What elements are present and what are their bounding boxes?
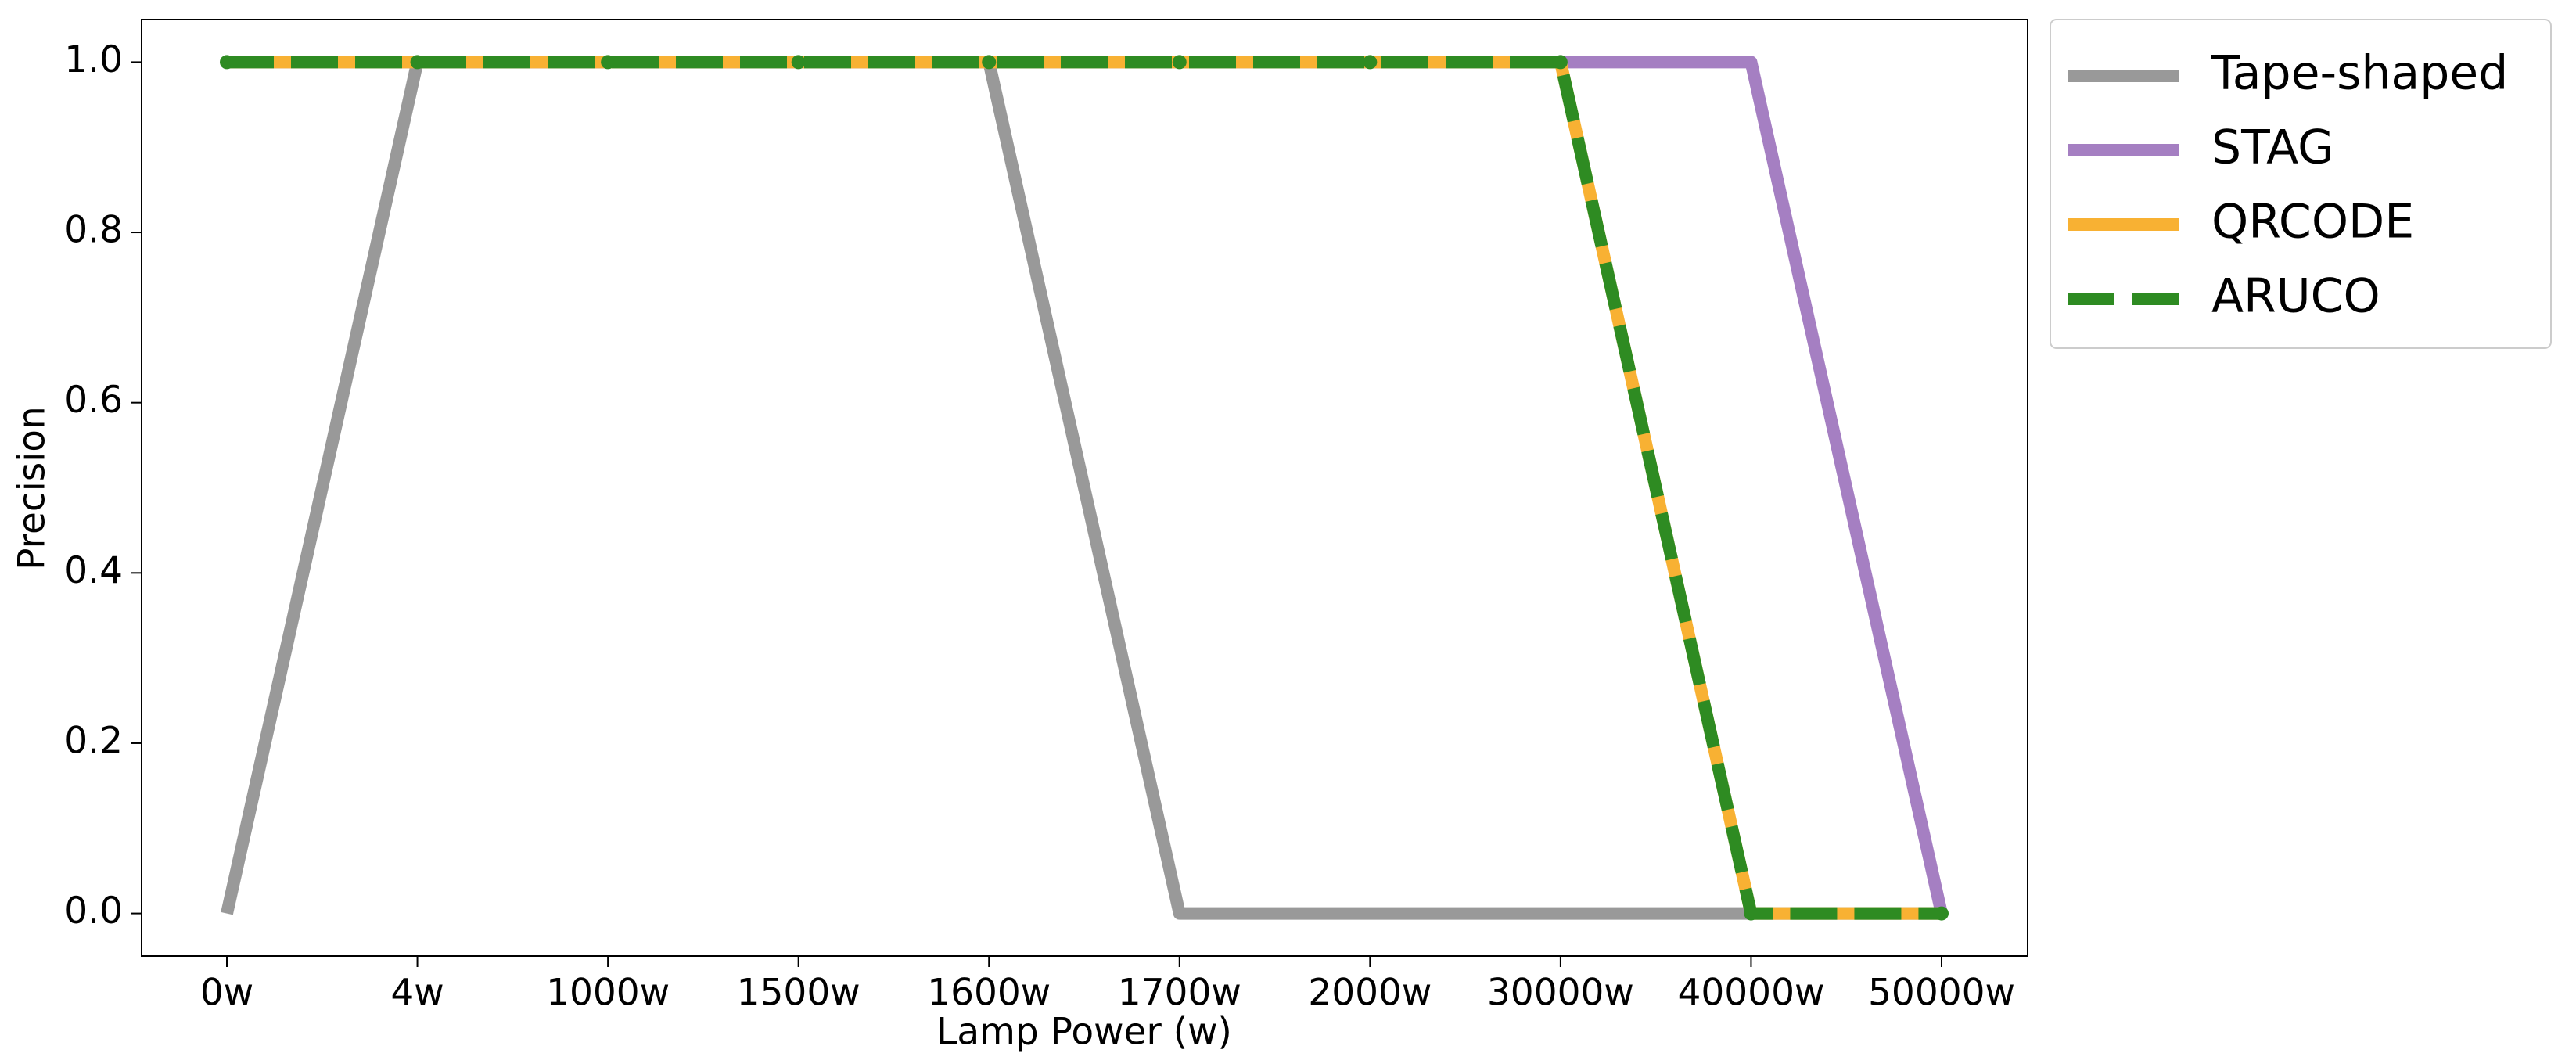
x-tick-label: 1000w: [546, 972, 670, 1015]
y-axis-label: Precision: [11, 406, 54, 570]
legend-label: Tape-shaped: [2211, 46, 2508, 101]
series-line: [227, 56, 1942, 920]
y-tick-label: 1.0: [64, 38, 123, 81]
legend: Tape-shaped STAG QRCODE ARUCO: [2050, 19, 2552, 349]
legend-label: QRCODE: [2211, 195, 2414, 250]
point: [1172, 55, 1187, 70]
y-tick-label: 0.2: [64, 719, 123, 762]
point: [1935, 906, 1949, 921]
x-tick-label: 1600w: [927, 972, 1051, 1015]
point: [1744, 906, 1759, 921]
x-tick-label: 2000w: [1308, 972, 1432, 1015]
x-tick-label: 30000w: [1487, 972, 1634, 1015]
y-tick-label: 0.0: [64, 890, 123, 933]
point: [410, 55, 425, 70]
point: [791, 55, 806, 70]
x-tick-label: 50000w: [1868, 972, 2015, 1015]
point: [1363, 55, 1378, 70]
legend-box: [2050, 19, 2552, 349]
x-tick-label: 1700w: [1118, 972, 1241, 1015]
y-tick-label: 0.8: [64, 209, 123, 252]
x-tick-label: 1500w: [737, 972, 860, 1015]
point: [1553, 55, 1568, 70]
legend-label: ARUCO: [2211, 269, 2380, 324]
point: [601, 55, 616, 70]
point: [982, 55, 997, 70]
x-axis-label: Lamp Power (w): [936, 1011, 1232, 1054]
x-tick-label: 0w: [200, 972, 253, 1015]
x-tick-label: 4w: [390, 972, 444, 1015]
series-line: [221, 56, 1942, 920]
legend-label: STAG: [2211, 120, 2334, 175]
y-tick-label: 0.4: [64, 549, 123, 592]
x-tick-label: 40000w: [1677, 972, 1824, 1015]
point: [220, 55, 234, 70]
y-tick-label: 0.6: [64, 379, 123, 422]
plot-frame: [141, 19, 2028, 957]
